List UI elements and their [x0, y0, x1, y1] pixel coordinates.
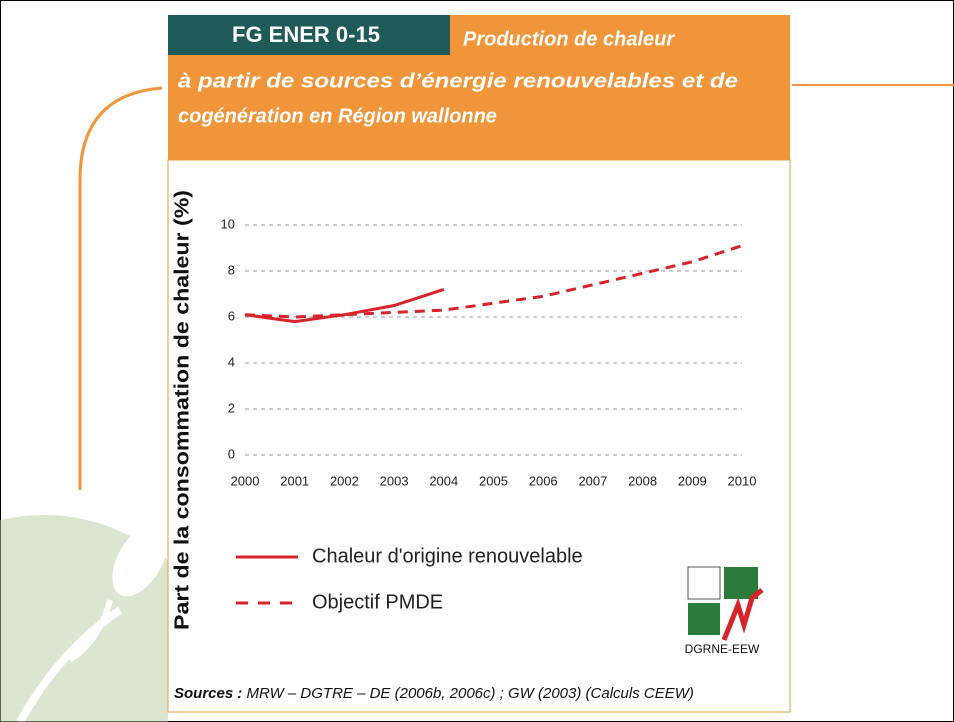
y-tick-label: 0 [228, 446, 235, 461]
title-line: à partir de sources d’énergie renouvelab… [178, 70, 738, 92]
y-axis-label: Part de la consommation de chaleur (%) [171, 190, 193, 630]
legend: Chaleur d'origine renouvelable Objectif P… [236, 545, 583, 613]
y-tick-label: 8 [228, 262, 235, 277]
legend-label: Chaleur d'origine renouvelable [312, 545, 583, 567]
x-tick-label: 2007 [578, 473, 607, 488]
plot: 0 2 4 6 8 10 2000 2001 2002 2003 2004 2005 2006 2007 2… [221, 216, 757, 488]
x-tick-label: 2001 [280, 473, 309, 488]
y-tick-label: 10 [221, 216, 235, 231]
x-tick-label: 2004 [429, 473, 458, 488]
y-tick-label: 4 [228, 354, 235, 369]
chart-panel [167, 159, 791, 713]
x-tick-label: 2005 [479, 473, 508, 488]
x-tick-label: 2008 [628, 473, 657, 488]
logo: DGRNE-EEW [685, 566, 764, 656]
title-line: cogénération en Région wallonne [178, 105, 497, 127]
orange-curve [78, 86, 163, 490]
y-tick-label: 2 [228, 400, 235, 415]
x-tick-label: 2000 [231, 473, 260, 488]
x-tick-label: 2009 [678, 473, 707, 488]
logo-text: DGRNE-EEW [685, 642, 760, 656]
code-box [168, 15, 450, 55]
sources-label: Sources : [174, 685, 242, 702]
code: FG ENER 0-15 [232, 22, 380, 47]
x-tick-label: 2002 [330, 473, 359, 488]
title-line: Production de chaleur [463, 28, 675, 50]
x-tick-label: 2003 [380, 473, 409, 488]
legend-label: Objectif PMDE [312, 591, 443, 613]
leaf-decoration [0, 515, 168, 722]
series-line [244, 287, 445, 324]
sources: Sources : MRW – DGTRE – DE (2006b, 2006c… [174, 685, 694, 702]
sources-text: MRW – DGTRE – DE (2006b, 2006c) ; GW (20… [247, 685, 694, 702]
y-tick-label: 6 [228, 308, 235, 323]
x-tick-label: 2010 [728, 473, 757, 488]
x-tick-label: 2006 [529, 473, 558, 488]
